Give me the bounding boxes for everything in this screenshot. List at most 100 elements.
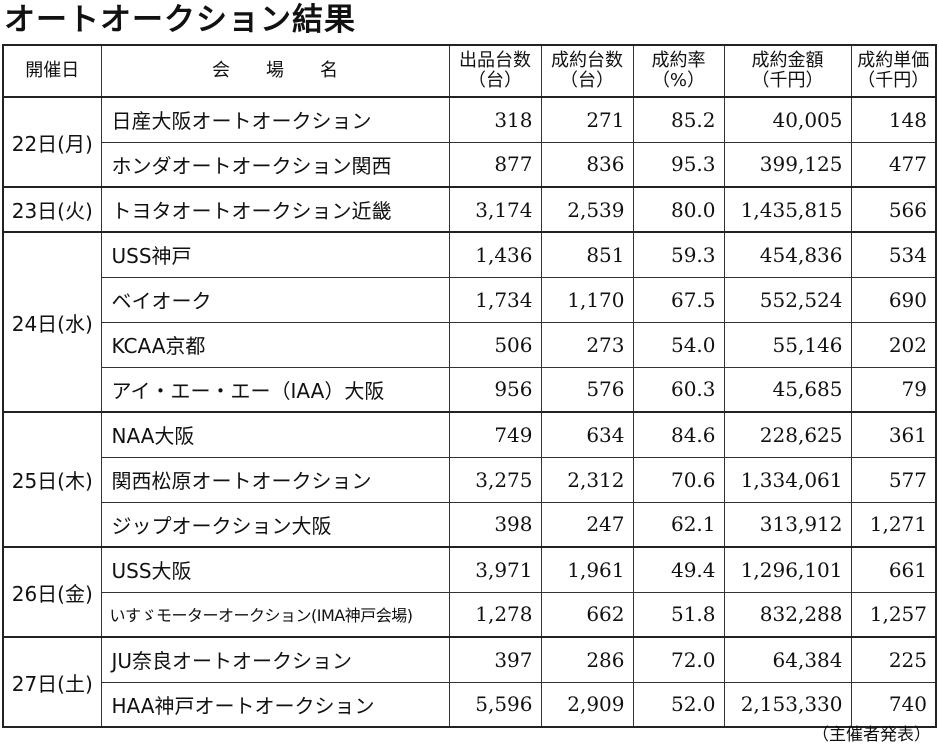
- amount-cell: 1,296,101: [723, 546, 852, 593]
- amount-cell: 832,288: [723, 591, 852, 638]
- rate-cell: 80.0: [632, 186, 725, 233]
- date-cell: 27日(土): [2, 636, 102, 728]
- venue-cell: アイ・エー・エー（IAA）大阪: [100, 366, 450, 413]
- rate-cell: 95.3: [632, 141, 725, 188]
- sold-cell: 2,539: [540, 186, 634, 233]
- amount-cell: 313,912: [723, 501, 852, 548]
- table-row: 27日(土) JU奈良オートオークション 397 286 72.0 64,384 225: [2, 636, 937, 728]
- amount-cell: 1,435,815: [723, 186, 852, 233]
- table-row: 関西松原オートオークション 3,275 2,312 70.6 1,334,061 577: [3, 456, 937, 503]
- unit-cell: 740: [850, 681, 937, 728]
- table-row: KCAA京都 506 273 54.0 55,146 202: [3, 321, 937, 368]
- table-row: 24日(水) USS神戸 1,436 851 59.3 454,836 534: [2, 231, 937, 413]
- table-row: ベイオーク 1,734 1,170 67.5 552,524 690: [3, 276, 937, 323]
- venue-cell: 日産大阪オートオークション: [100, 96, 450, 143]
- listed-cell: 318: [448, 96, 542, 143]
- sold-cell: 1,961: [540, 546, 634, 593]
- date-cell: 25日(木): [2, 411, 102, 548]
- unit-cell: 202: [850, 321, 937, 368]
- unit-cell: 577: [850, 456, 937, 503]
- date-cell: 26日(金): [2, 546, 102, 638]
- date-cell: 23日(火): [2, 186, 102, 233]
- amount-cell: 399,125: [723, 141, 852, 188]
- date-cell: 22日(月): [2, 96, 102, 188]
- auction-results-table: 開催日 会 場 名 出品台数 （台） 成約台数 （台） 成約率 （%） 成約金額 （千円…: [2, 44, 937, 728]
- rate-cell: 84.6: [632, 411, 725, 458]
- amount-cell: 40,005: [723, 96, 852, 143]
- sold-cell: 576: [540, 366, 634, 413]
- listed-cell: 1,734: [448, 276, 542, 323]
- table-body: 22日(月) 日産大阪オートオークション 318 271 85.2 40,005 148 ホン…: [2, 96, 937, 728]
- rate-cell: 62.1: [632, 501, 725, 548]
- rate-cell: 67.5: [632, 276, 725, 323]
- table-row: 22日(月) 日産大阪オートオークション 318 271 85.2 40,005 148: [2, 96, 937, 188]
- amount-cell: 1,334,061: [723, 456, 852, 503]
- sold-cell: 836: [540, 141, 634, 188]
- venue-cell: USS大阪: [100, 546, 450, 593]
- unit-cell: 534: [850, 231, 937, 278]
- header-unit: 成約単価 （千円）: [850, 44, 937, 98]
- amount-cell: 55,146: [723, 321, 852, 368]
- rate-cell: 60.3: [632, 366, 725, 413]
- amount-cell: 228,625: [723, 411, 852, 458]
- listed-cell: 398: [448, 501, 542, 548]
- header-rate: 成約率 （%）: [632, 44, 725, 98]
- table-row: ホンダオートオークション関西 877 836 95.3 399,125 477: [3, 141, 937, 188]
- venue-cell: トヨタオートオークション近畿: [100, 186, 450, 233]
- rate-cell: 85.2: [632, 96, 725, 143]
- rate-cell: 49.4: [632, 546, 725, 593]
- table-row: 26日(金) USS大阪 3,971 1,961 49.4 1,296,101 661: [2, 546, 937, 638]
- unit-cell: 566: [850, 186, 937, 233]
- unit-cell: 148: [850, 96, 937, 143]
- unit-cell: 1,271: [850, 501, 937, 548]
- venue-cell: USS神戸: [100, 231, 450, 278]
- rate-cell: 54.0: [632, 321, 725, 368]
- page-title: オートオークション結果: [4, 2, 356, 38]
- table-row: アイ・エー・エー（IAA）大阪 956 576 60.3 45,685 79: [3, 366, 937, 413]
- venue-cell: 関西松原オートオークション: [100, 456, 450, 503]
- listed-cell: 877: [448, 141, 542, 188]
- header-row: 開催日 会 場 名 出品台数 （台） 成約台数 （台） 成約率 （%） 成約金額 （千円…: [2, 44, 937, 98]
- amount-cell: 552,524: [723, 276, 852, 323]
- table-row: 23日(火) トヨタオートオークション近畿 3,174 2,539 80.0 1,435,…: [2, 186, 937, 233]
- venue-cell: ジップオークション大阪: [100, 501, 450, 548]
- unit-cell: 477: [850, 141, 937, 188]
- sold-cell: 851: [540, 231, 634, 278]
- listed-cell: 956: [448, 366, 542, 413]
- unit-cell: 1,257: [850, 591, 937, 638]
- listed-cell: 397: [448, 636, 542, 683]
- venue-cell: JU奈良オートオークション: [100, 636, 450, 683]
- header-listed: 出品台数 （台）: [448, 44, 542, 98]
- amount-cell: 2,153,330: [723, 681, 852, 728]
- listed-cell: 3,275: [448, 456, 542, 503]
- unit-cell: 361: [850, 411, 937, 458]
- listed-cell: 5,596: [448, 681, 542, 728]
- table-row: HAA神戸オートオークション 5,596 2,909 52.0 2,153,330 740: [3, 681, 937, 728]
- sold-cell: 247: [540, 501, 634, 548]
- listed-cell: 1,278: [448, 591, 542, 638]
- sold-cell: 271: [540, 96, 634, 143]
- table-row: いすゞモーターオークション(IMA神戸会場) 1,278 662 51.8 832,28…: [3, 591, 937, 638]
- listed-cell: 3,971: [448, 546, 542, 593]
- sold-cell: 1,170: [540, 276, 634, 323]
- amount-cell: 454,836: [723, 231, 852, 278]
- table-row: ジップオークション大阪 398 247 62.1 313,912 1,271: [3, 501, 937, 548]
- header-amount: 成約金額 （千円）: [723, 44, 852, 98]
- venue-cell: いすゞモーターオークション(IMA神戸会場): [100, 591, 450, 638]
- rate-cell: 70.6: [632, 456, 725, 503]
- rate-cell: 51.8: [632, 591, 725, 638]
- rate-cell: 52.0: [632, 681, 725, 728]
- unit-cell: 690: [850, 276, 937, 323]
- header-date: 開催日: [2, 44, 102, 98]
- sold-cell: 286: [540, 636, 634, 683]
- listed-cell: 506: [448, 321, 542, 368]
- unit-cell: 79: [850, 366, 937, 413]
- sold-cell: 662: [540, 591, 634, 638]
- sold-cell: 2,909: [540, 681, 634, 728]
- amount-cell: 64,384: [723, 636, 852, 683]
- venue-cell: NAA大阪: [100, 411, 450, 458]
- listed-cell: 1,436: [448, 231, 542, 278]
- listed-cell: 749: [448, 411, 542, 458]
- table-row: 25日(木) NAA大阪 749 634 84.6 228,625 361: [2, 411, 937, 548]
- header-venue: 会 場 名: [100, 44, 450, 98]
